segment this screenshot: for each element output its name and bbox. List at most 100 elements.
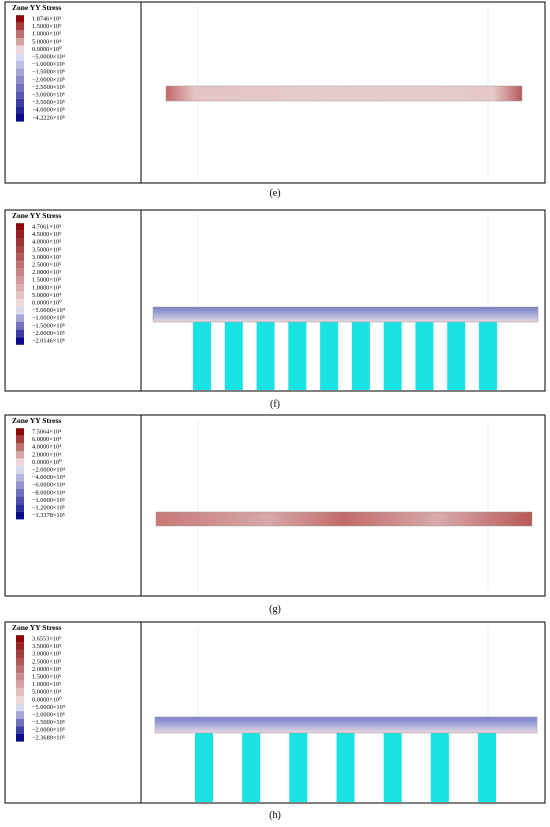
panel-frame (4, 414, 546, 597)
legend-swatch (16, 268, 24, 277)
legend-swatch (16, 291, 24, 300)
legend-swatch (16, 261, 24, 269)
legend-swatch (16, 680, 24, 689)
legend-label: −1.5000×10⁵ (32, 719, 65, 726)
legend-swatch (16, 306, 24, 315)
legend-label: 1.0000×10⁵ (32, 284, 61, 291)
legend-label: 6.0000×10⁴ (32, 436, 62, 443)
legend-swatch (16, 322, 24, 330)
legend-label: 4.0000×10⁵ (32, 239, 61, 246)
legend-swatch (16, 314, 24, 322)
legend-label: 4.7061×10⁵ (32, 223, 61, 230)
legend-label: −2.5000×10⁵ (32, 84, 65, 91)
legend-swatch (16, 253, 24, 262)
legend-swatch (16, 299, 24, 307)
legend-swatch (16, 489, 24, 497)
panel-frame (4, 1, 546, 184)
legend-label: −6.0000×10⁴ (32, 482, 66, 489)
legend-label: −1.0000×10⁵ (32, 61, 65, 68)
legend-title: Zone YY Stress (12, 416, 61, 425)
legend-label: −3.0000×10⁵ (32, 91, 65, 98)
legend-swatch (16, 642, 24, 651)
legend-label: 7.5064×10⁴ (32, 428, 62, 435)
legend-swatch (16, 703, 24, 712)
legend-label: 3.6553×10⁵ (32, 635, 61, 642)
pile (383, 322, 402, 390)
legend-label: −1.5000×10⁵ (32, 322, 65, 329)
legend-swatch (16, 734, 24, 742)
legend-swatch (16, 83, 24, 92)
legend-label: −5.0000×10⁴ (32, 307, 66, 314)
legend-label: 3.0000×10⁵ (32, 254, 61, 261)
legend-swatch (16, 466, 24, 474)
legend-label: 4.0000×10⁴ (32, 444, 62, 451)
legend-label: 2.0000×10⁴ (32, 451, 62, 458)
legend-swatch (16, 726, 24, 734)
pile (195, 733, 213, 802)
pile (430, 733, 449, 802)
legend-label: 2.0000×10⁵ (32, 666, 61, 673)
pile (224, 322, 243, 390)
legend-swatch (16, 15, 24, 23)
legend-swatch (16, 665, 24, 674)
legend-label: 1.8746×10⁵ (32, 15, 61, 22)
legend-label: 3.0000×10⁵ (32, 651, 61, 658)
legend-title: Zone YY Stress (12, 3, 61, 12)
legend-label: −2.0146×10⁵ (32, 337, 65, 344)
pile (478, 733, 496, 802)
legend-swatch (16, 68, 24, 76)
legend-swatch (16, 511, 24, 520)
legend-swatch (16, 230, 24, 239)
legend-swatch (16, 473, 24, 482)
pile (336, 733, 355, 802)
legend-swatch (16, 443, 24, 451)
legend-swatch (16, 435, 24, 444)
pile (479, 322, 497, 390)
legend-label: −8.0000×10⁴ (32, 489, 66, 496)
legend-swatch (16, 673, 24, 681)
panel-frame (4, 621, 546, 804)
legend-swatch (16, 458, 24, 467)
legend-swatch (16, 658, 24, 666)
legend-swatch (16, 504, 24, 512)
legend-label: 2.5000×10⁵ (32, 658, 61, 665)
legend-swatch (16, 22, 24, 31)
legend-label: −1.5000×10⁵ (32, 69, 65, 76)
pile (351, 322, 370, 390)
legend-label: −2.0000×10⁵ (32, 727, 65, 734)
caption: (g) (269, 604, 281, 615)
legend-label: 1.0000×10⁵ (32, 681, 61, 688)
legend-label: 5.0000×10⁴ (32, 292, 62, 299)
legend-swatch (16, 337, 24, 345)
legend-swatch (16, 60, 24, 69)
legend-swatch (16, 428, 24, 436)
legend-swatch (16, 76, 24, 84)
legend-label: −2.0000×10⁴ (32, 466, 66, 473)
legend-label: −2.0000×10⁵ (32, 330, 65, 337)
legend-swatch (16, 38, 24, 46)
pile (288, 322, 307, 390)
legend-swatch (16, 284, 24, 292)
legend-label: 0.0000×10⁰ (32, 696, 62, 703)
legend-swatch (16, 481, 24, 489)
pile (242, 733, 261, 802)
legend-label: −3.5000×10⁵ (32, 99, 65, 106)
pile (256, 322, 275, 390)
legend-label: 1.5000×10⁵ (32, 673, 61, 680)
pile (383, 733, 402, 802)
legend-title: Zone YY Stress (12, 623, 61, 632)
legend-label: 0.0000×10⁰ (32, 299, 62, 306)
legend-label: 2.5000×10⁵ (32, 261, 61, 268)
slab (152, 306, 539, 323)
legend-swatch (16, 98, 24, 107)
panel-frame (4, 209, 546, 392)
legend-label: −1.0000×10⁵ (32, 711, 65, 718)
legend-swatch (16, 329, 24, 338)
legend-label: −2.0000×10⁵ (32, 76, 65, 83)
legend-label: 3.5000×10⁵ (32, 643, 61, 650)
legend-label: −1.2000×10⁵ (32, 504, 65, 511)
legend-swatch (16, 496, 24, 505)
legend-swatch (16, 276, 24, 284)
legend-swatch (16, 30, 24, 38)
caption: (e) (269, 188, 280, 199)
